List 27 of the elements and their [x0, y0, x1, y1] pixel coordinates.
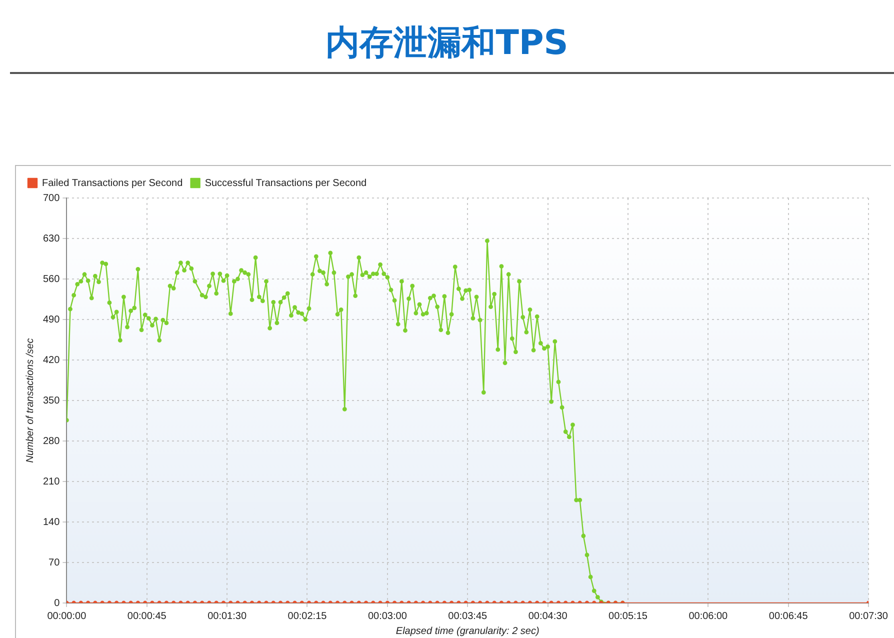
chart-title: 内存泄漏和TPS [324, 22, 570, 65]
y-axis-title: Number of transactions /sec [24, 338, 36, 463]
y-tick-label: 350 [42, 395, 60, 406]
y-tick-label: 0 [54, 598, 60, 609]
x-tick-label: 00:07:30 [849, 610, 888, 622]
y-tick-label: 700 [42, 192, 60, 204]
x-tick-label: 00:06:45 [768, 610, 808, 622]
x-tick-label: 00:00:00 [47, 610, 87, 622]
x-tick-label: 00:04:30 [528, 610, 568, 622]
legend-label: Failed Transactions per Second [42, 178, 183, 189]
x-tick-label: 00:05:15 [608, 610, 648, 622]
x-tick-label: 00:06:00 [688, 610, 728, 622]
x-axis-title: Elapsed time (granularity: 2 sec) [396, 626, 540, 637]
x-tick-label: 00:00:45 [127, 610, 167, 622]
y-tick-label: 140 [42, 516, 60, 528]
x-tick-label: 00:02:15 [288, 610, 328, 622]
y-tick-label: 70 [48, 557, 60, 568]
legend-label: Successful Transactions per Second [204, 178, 367, 189]
x-tick-label: 00:03:45 [448, 610, 488, 622]
y-tick-label: 210 [42, 476, 60, 488]
x-tick-label: 00:01:30 [208, 610, 247, 622]
y-tick-label: 490 [42, 314, 60, 326]
y-tick-label: 420 [42, 354, 60, 366]
y-tick-label: 560 [42, 274, 60, 285]
y-tick-label: 280 [42, 436, 60, 447]
y-tick-label: 630 [42, 233, 60, 244]
x-tick-label: 00:03:00 [368, 610, 408, 622]
